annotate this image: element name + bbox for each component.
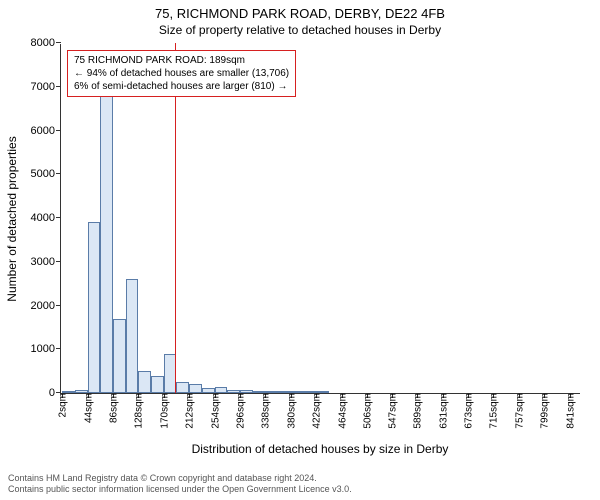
ytick-label: 5000	[31, 168, 61, 180]
x-axis-label: Distribution of detached houses by size …	[192, 442, 449, 456]
ytick-label: 3000	[31, 256, 61, 268]
xtick-label: 338sqm	[259, 393, 272, 429]
histogram-bar	[113, 319, 126, 393]
xtick-label: 547sqm	[385, 393, 398, 429]
xtick-label: 170sqm	[157, 393, 170, 429]
annotation-line-3: 6% of semi-detached houses are larger (8…	[74, 80, 289, 93]
xtick-label: 715sqm	[487, 393, 500, 429]
histogram-bar	[151, 376, 164, 394]
ytick-label: 7000	[31, 81, 61, 93]
plot-area: 0100020003000400050006000700080002sqm44s…	[60, 44, 580, 394]
histogram-bar	[126, 279, 139, 393]
ytick-label: 1000	[31, 343, 61, 355]
property-annotation: 75 RICHMOND PARK ROAD: 189sqm← 94% of de…	[67, 50, 296, 97]
xtick-label: 254sqm	[208, 393, 221, 429]
chart-title: 75, RICHMOND PARK ROAD, DERBY, DE22 4FB	[0, 0, 600, 21]
xtick-label: 128sqm	[132, 393, 145, 429]
xtick-label: 44sqm	[81, 393, 94, 423]
xtick-label: 841sqm	[563, 393, 576, 429]
annotation-line-2: ← 94% of detached houses are smaller (13…	[74, 67, 289, 80]
xtick-label: 296sqm	[233, 393, 246, 429]
xtick-label: 464sqm	[335, 393, 348, 429]
ytick-label: 6000	[31, 125, 61, 137]
histogram-bar	[138, 371, 151, 393]
xtick-label: 380sqm	[284, 393, 297, 429]
xtick-label: 589sqm	[411, 393, 424, 429]
xtick-label: 86sqm	[107, 393, 120, 423]
xtick-label: 631sqm	[436, 393, 449, 429]
annotation-line-1: 75 RICHMOND PARK ROAD: 189sqm	[74, 54, 289, 67]
footer-line-2: Contains public sector information licen…	[8, 484, 352, 496]
ytick-label: 2000	[31, 300, 61, 312]
xtick-label: 757sqm	[512, 393, 525, 429]
chart-subtitle: Size of property relative to detached ho…	[0, 21, 600, 37]
chart-container: 75, RICHMOND PARK ROAD, DERBY, DE22 4FB …	[0, 0, 600, 500]
xtick-label: 799sqm	[538, 393, 551, 429]
xtick-label: 422sqm	[310, 393, 323, 429]
histogram-bar	[176, 382, 189, 393]
xtick-label: 673sqm	[461, 393, 474, 429]
histogram-bar	[189, 384, 202, 393]
xtick-label: 2sqm	[56, 393, 69, 417]
histogram-bar	[88, 222, 101, 393]
footer-line-1: Contains HM Land Registry data © Crown c…	[8, 473, 352, 485]
ytick-label: 4000	[31, 212, 61, 224]
y-axis-label: Number of detached properties	[5, 136, 19, 301]
footer-attribution: Contains HM Land Registry data © Crown c…	[8, 473, 352, 496]
ytick-label: 8000	[31, 37, 61, 49]
xtick-label: 212sqm	[183, 393, 196, 429]
xtick-label: 506sqm	[360, 393, 373, 429]
histogram-bar	[100, 96, 113, 394]
